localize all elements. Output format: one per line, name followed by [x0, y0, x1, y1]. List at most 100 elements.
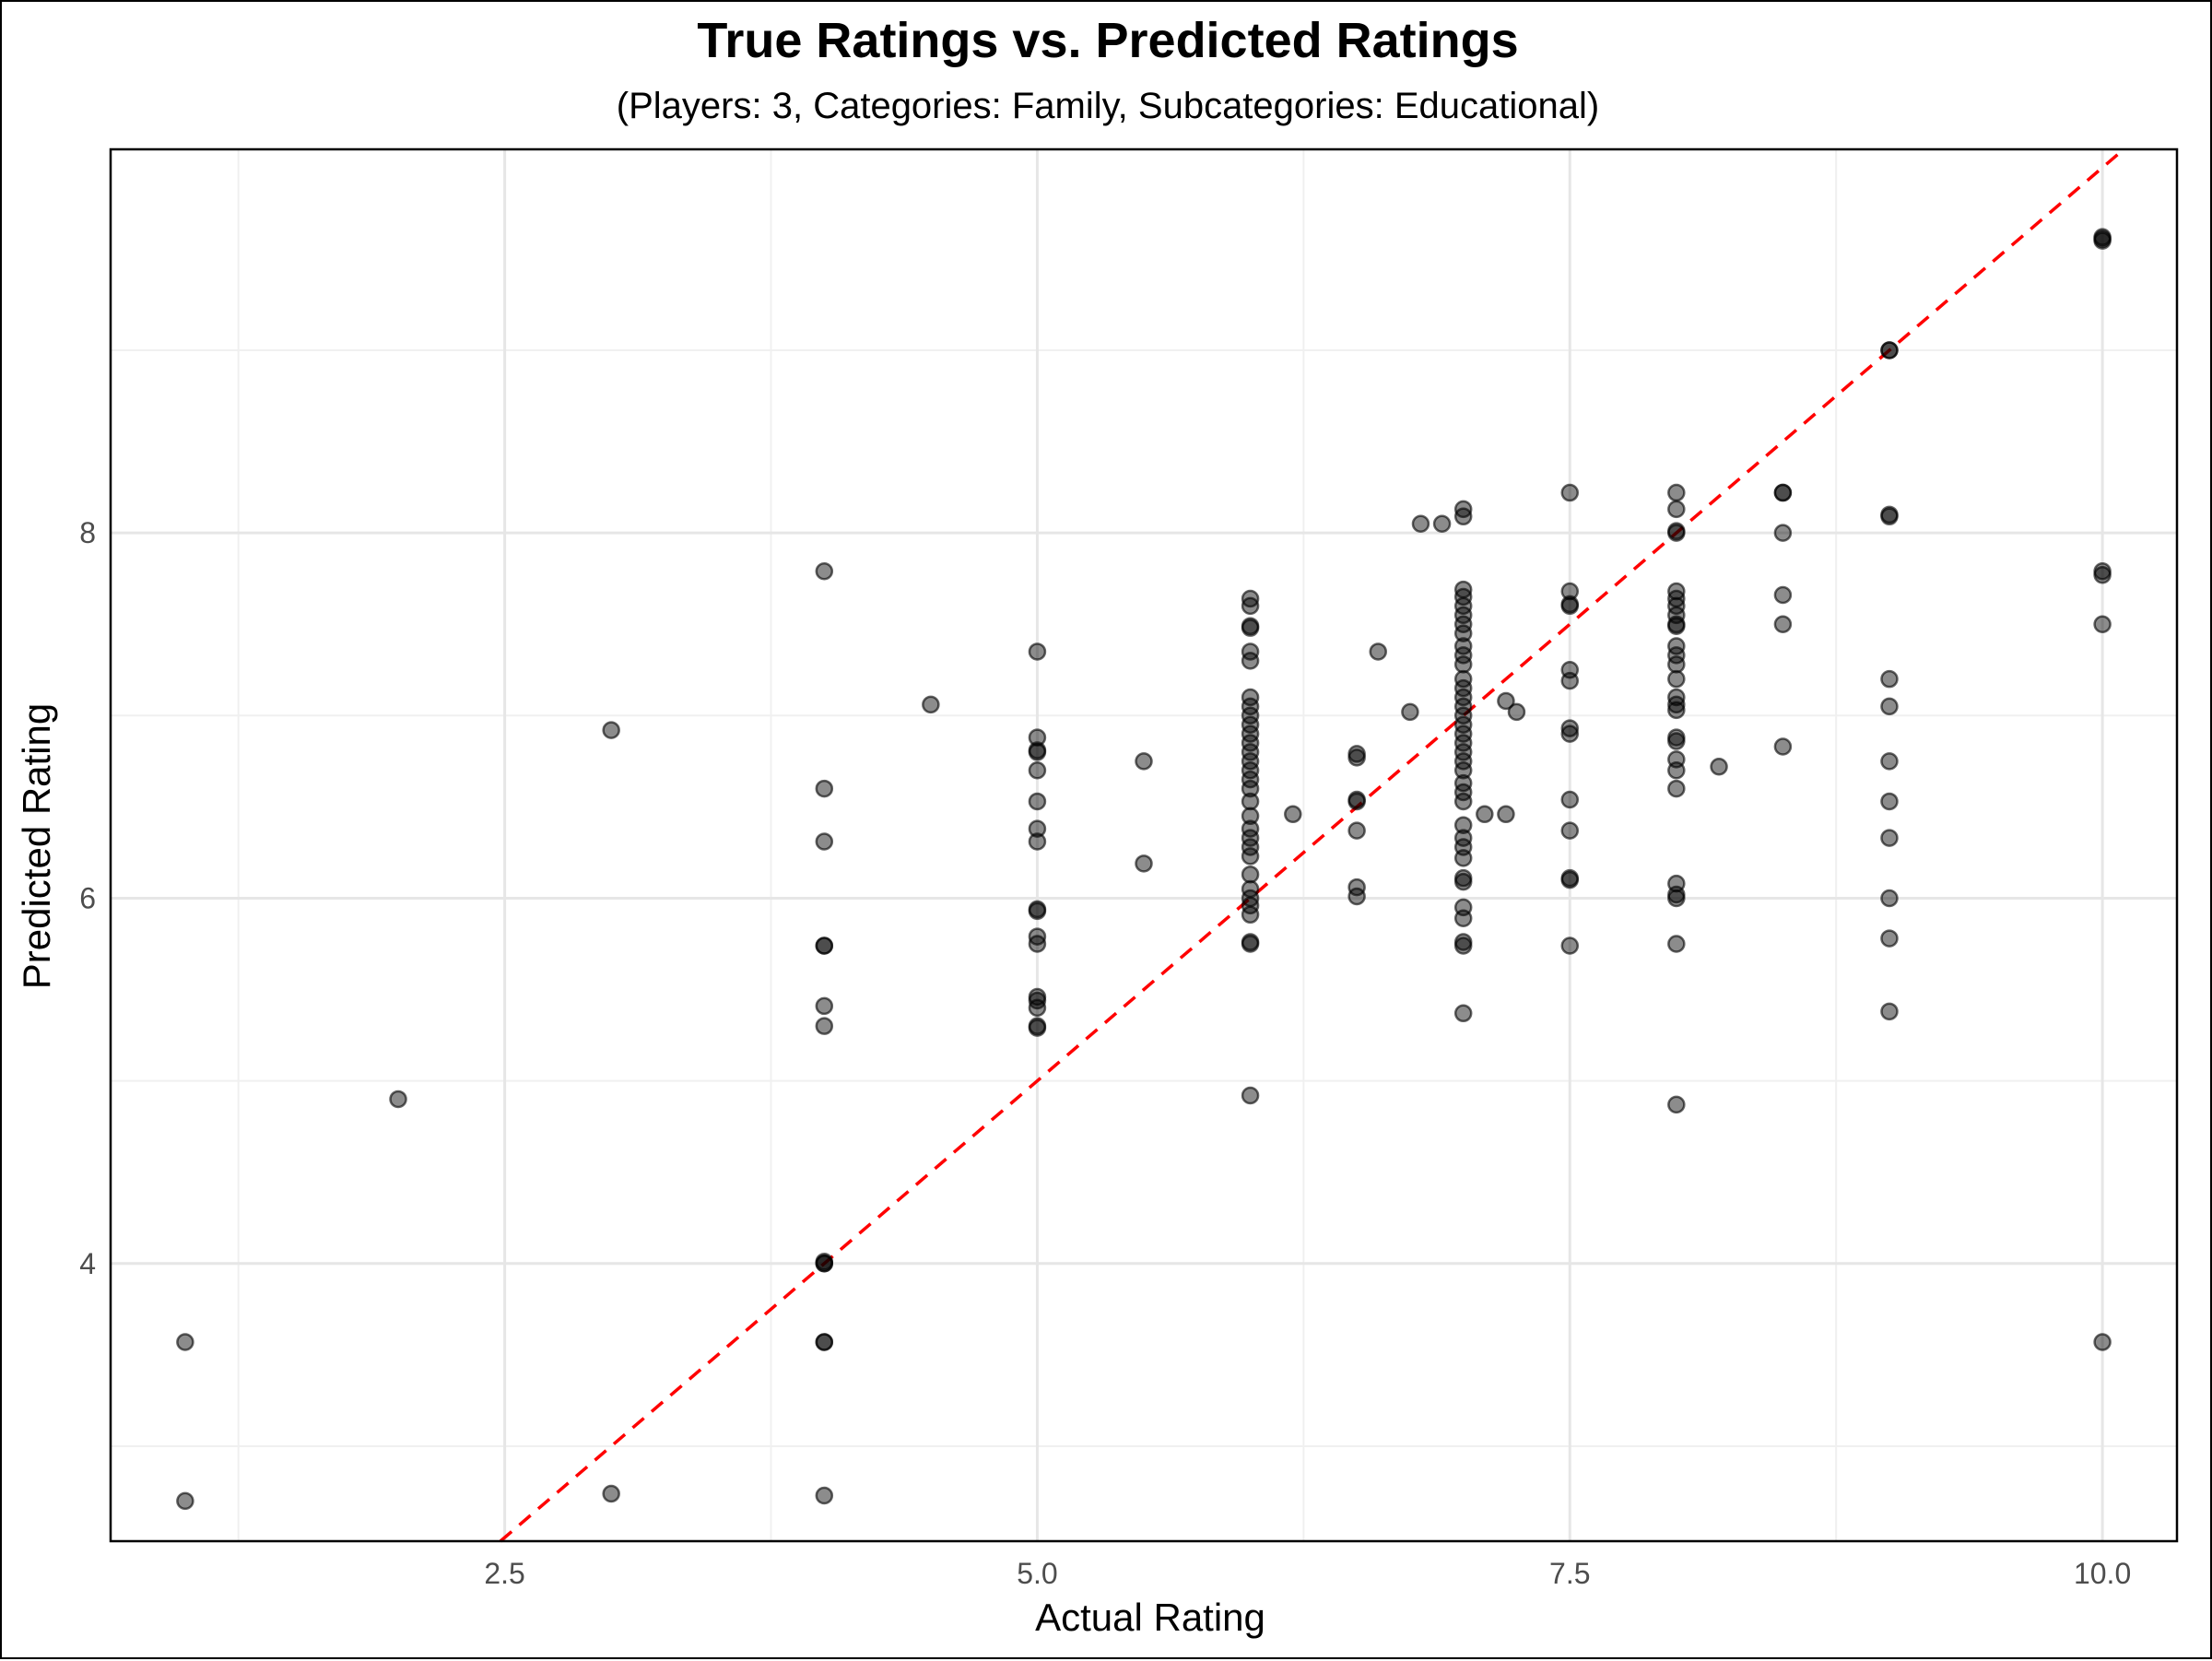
data-point: [1453, 783, 1473, 802]
data-point: [1135, 752, 1153, 771]
data-point: [1880, 929, 1899, 948]
data-point: [815, 937, 834, 955]
data-point: [1667, 617, 1686, 635]
data-point: [1667, 779, 1686, 798]
data-point: [1667, 655, 1686, 674]
data-point: [1667, 695, 1686, 714]
reference-line: [499, 147, 2125, 1543]
x-tick-label: 10.0: [2074, 1557, 2131, 1590]
data-point: [1347, 887, 1366, 906]
data-point: [602, 1484, 620, 1503]
data-point: [1241, 1086, 1260, 1105]
data-point: [1453, 624, 1473, 642]
data-point: [1880, 1002, 1899, 1021]
data-point: [1241, 734, 1260, 752]
data-point: [1453, 715, 1473, 734]
data-point: [1880, 697, 1899, 716]
data-point: [815, 996, 834, 1016]
data-point: [1560, 483, 1580, 502]
data-point: [1347, 792, 1366, 811]
data-point: [1667, 500, 1686, 519]
data-point: [1507, 702, 1526, 722]
data-point: [1411, 514, 1430, 533]
data-point: [1241, 652, 1260, 670]
data-point: [1453, 688, 1473, 707]
data-point: [1241, 724, 1260, 743]
data-point: [1241, 819, 1260, 838]
data-point: [1560, 937, 1580, 955]
y-tick-label: 6: [79, 881, 96, 914]
data-point: [1453, 872, 1473, 891]
data-points: [176, 228, 2112, 1511]
data-point: [1453, 816, 1473, 834]
data-point: [1028, 761, 1047, 780]
data-point: [1028, 901, 1047, 921]
data-point: [1773, 737, 1793, 756]
data-point: [1453, 792, 1473, 811]
data-point: [1880, 829, 1899, 847]
data-point: [1453, 655, 1473, 674]
data-point: [1028, 743, 1047, 761]
data-point: [1241, 829, 1260, 847]
data-point: [389, 1090, 407, 1109]
data-point: [1453, 849, 1473, 867]
data-point: [1453, 637, 1473, 655]
data-point: [1453, 761, 1473, 780]
data-point: [1667, 596, 1686, 616]
data-point: [176, 1333, 194, 1351]
y-tick-label: 8: [79, 516, 96, 549]
data-point: [1241, 642, 1260, 661]
data-point: [1028, 819, 1047, 838]
data-point: [1667, 761, 1686, 780]
data-point: [176, 1491, 194, 1511]
x-tick-label: 2.5: [484, 1557, 524, 1590]
data-point: [1347, 878, 1366, 897]
data-point: [1453, 646, 1473, 665]
data-point: [1667, 646, 1686, 665]
data-point: [1432, 514, 1452, 533]
data-point: [1241, 807, 1260, 826]
data-point: [1453, 743, 1473, 761]
data-point: [1241, 896, 1260, 915]
tick-labels: 2.5 5.0 7.5 10.0 4 6 8: [79, 516, 2131, 1590]
data-point: [1347, 748, 1366, 767]
data-point: [1453, 587, 1473, 607]
data-point: [1453, 678, 1473, 698]
data-point: [1880, 507, 1899, 526]
data-point: [1453, 773, 1473, 793]
data-point: [1453, 937, 1473, 955]
data-point: [1241, 761, 1260, 780]
data-point: [1241, 770, 1260, 789]
data-point: [1773, 615, 1793, 633]
data-point: [1453, 697, 1473, 716]
data-point: [1560, 870, 1580, 889]
reference-line-layer: [499, 147, 2125, 1543]
chart-subtitle: (Players: 3, Categories: Family, Subcate…: [617, 86, 1599, 126]
data-point: [922, 695, 940, 714]
data-point: [1241, 706, 1260, 725]
data-point: [1880, 889, 1899, 908]
data-point: [1028, 998, 1047, 1018]
data-point: [1453, 615, 1473, 633]
x-axis-label: Actual Rating: [1035, 1596, 1265, 1639]
data-point: [1028, 642, 1047, 661]
data-point: [1369, 642, 1387, 661]
data-point: [1667, 637, 1686, 655]
data-point: [1135, 854, 1153, 873]
data-point: [2093, 231, 2112, 250]
data-point: [1453, 734, 1473, 752]
grid: [111, 149, 2177, 1541]
data-point: [815, 1255, 834, 1273]
data-point: [1028, 935, 1047, 953]
data-point: [1241, 743, 1260, 761]
data-point: [1560, 790, 1580, 809]
data-point: [1667, 889, 1686, 908]
data-point: [2093, 615, 2112, 633]
y-axis-label: Predicted Rating: [15, 703, 58, 990]
data-point: [1880, 669, 1899, 689]
data-point: [1453, 606, 1473, 625]
x-tick-label: 5.0: [1017, 1557, 1057, 1590]
data-point: [815, 562, 834, 581]
